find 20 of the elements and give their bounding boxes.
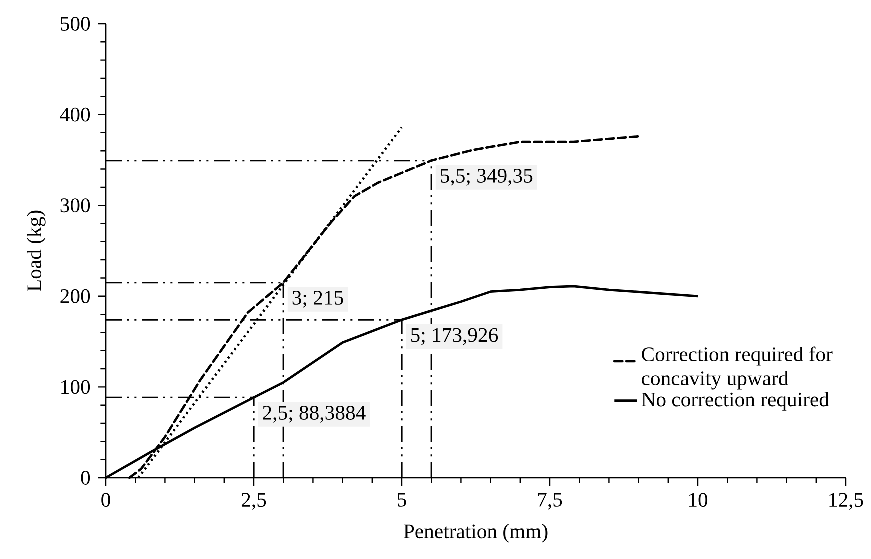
- annotation: 5,5; 349,35: [441, 169, 533, 186]
- x-axis-title: Penetration (mm): [404, 524, 548, 543]
- y-tick-label: 500: [61, 17, 90, 31]
- y-tick-label: 0: [81, 471, 90, 485]
- y-tick-label: 400: [60, 108, 90, 122]
- x-tick-label: 5: [398, 493, 406, 507]
- annotation: 3; 215: [292, 291, 344, 308]
- x-tick-label: 7,5: [538, 493, 562, 510]
- y-tick-label: 300: [60, 198, 90, 213]
- x-tick-label: 0: [102, 493, 110, 508]
- y-tick-label: 200: [60, 289, 90, 304]
- y-axis-title: Load (kg): [27, 210, 46, 292]
- legend-label: No correction required: [642, 392, 830, 411]
- x-tick-label: 10: [689, 493, 708, 508]
- annotation: 2,5; 88,3884: [263, 406, 366, 423]
- annotation: 5; 173,926: [411, 328, 498, 346]
- y-tick-label: 100: [62, 380, 90, 394]
- x-tick-label: 12,5: [830, 493, 864, 510]
- x-tick-label: 2,5: [242, 493, 266, 510]
- legend-label: Correction required for concavity upward: [642, 346, 833, 390]
